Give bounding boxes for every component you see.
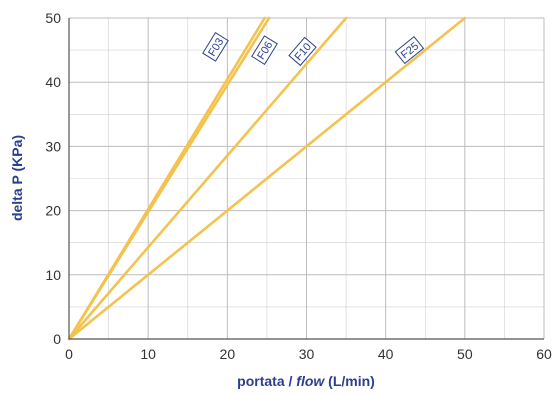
- x-tick-label: 30: [299, 346, 315, 362]
- series-line-f25: [67, 16, 467, 341]
- x-tick-label: 20: [220, 346, 236, 362]
- x-tick-label: 40: [378, 346, 394, 362]
- series-line-f10: [67, 16, 348, 341]
- series-labels: F03 F06 F10 F25: [202, 32, 425, 67]
- y-tick-label: 50: [45, 10, 61, 26]
- series-line-f06: [67, 16, 271, 341]
- series-label-box: [288, 36, 317, 67]
- series-label-box: [394, 36, 425, 65]
- y-axis-title: delta P (KPa): [9, 135, 25, 221]
- series-label-box: [202, 32, 229, 62]
- y-tick-label: 40: [45, 74, 61, 90]
- y-tick-label: 30: [45, 138, 61, 154]
- series-label-box: [251, 35, 278, 65]
- x-tick-label: 0: [65, 346, 73, 362]
- x-tick-label: 60: [536, 346, 552, 362]
- series-lines: [67, 16, 467, 341]
- x-tick-label: 10: [140, 346, 156, 362]
- y-tick-label: 10: [45, 267, 61, 283]
- x-axis-title-part-2: flow: [296, 373, 325, 389]
- axes: [68, 18, 544, 340]
- tick-labels: 0 10 20 30 40 50 60 0 10 20 30 40 50: [45, 10, 552, 362]
- x-axis-title: portata / flow (L/min): [237, 373, 375, 389]
- y-tick-label: 20: [45, 203, 61, 219]
- x-axis-title-part-1: portata /: [237, 373, 296, 389]
- y-tick-label: 0: [53, 331, 61, 347]
- x-axis-title-part-3: (L/min): [324, 373, 375, 389]
- x-tick-label: 50: [457, 346, 473, 362]
